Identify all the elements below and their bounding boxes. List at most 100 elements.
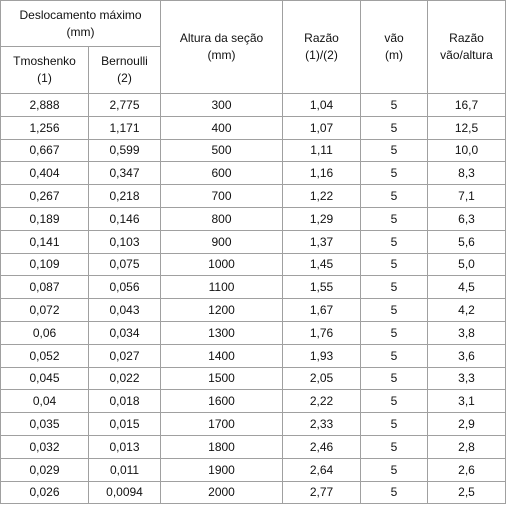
table-cell: 0,032 xyxy=(0,434,89,459)
data-row: 0,141 0,103 900 1,37 5 5,6 xyxy=(0,229,506,254)
table-cell: 0,109 xyxy=(0,252,89,277)
header-cell: Bernoulli (2) xyxy=(87,46,162,94)
header-line: (mm) xyxy=(207,48,236,62)
table-cell: 1,171 xyxy=(87,115,162,140)
table-cell: 0,267 xyxy=(0,184,89,208)
header-line: (mm) xyxy=(66,24,95,39)
header-cell: Razão (1)/(2) xyxy=(282,0,362,94)
table-cell: 1,55 xyxy=(282,275,362,300)
table-cell: 2,775 xyxy=(87,93,162,117)
table-cell: 1,04 xyxy=(282,93,362,117)
header-line: vão/altura xyxy=(440,48,493,62)
header-line: Tmoshenko xyxy=(13,54,76,68)
data-row: 0,029 0,011 1900 2,64 5 2,6 xyxy=(0,457,506,482)
table-cell: 1,11 xyxy=(282,138,362,163)
table-cell: 3,6 xyxy=(427,343,506,368)
table-cell: 5 xyxy=(360,366,429,391)
table-cell: 0,022 xyxy=(87,366,162,391)
table-cell: 300 xyxy=(160,93,284,117)
table-cell: 600 xyxy=(160,161,284,186)
table-cell: 0,06 xyxy=(0,320,89,345)
table-cell: 1300 xyxy=(160,320,284,345)
table-cell: 1,29 xyxy=(282,206,362,231)
header-line: Deslocamento máximo xyxy=(19,7,142,22)
table-cell: 10,0 xyxy=(427,138,506,163)
header-row: Tmoshenko (1) Bernoulli (2) xyxy=(0,46,506,94)
table-cell: 1900 xyxy=(160,457,284,482)
data-row: 0,026 0,0094 2000 2,77 5 2,5 xyxy=(0,480,506,505)
table-cell: 0,043 xyxy=(87,298,162,322)
table-cell: 1600 xyxy=(160,389,284,414)
data-row: 0,087 0,056 1100 1,55 5 4,5 xyxy=(0,275,506,300)
header-cell: Razão vão/altura xyxy=(427,0,506,94)
table-cell: 4,2 xyxy=(427,298,506,322)
table-cell: 1,67 xyxy=(282,298,362,322)
table-cell: 2,22 xyxy=(282,389,362,414)
table-cell: 1,256 xyxy=(0,115,89,140)
table-cell: 5 xyxy=(360,252,429,277)
data-row: 0,035 0,015 1700 2,33 5 2,9 xyxy=(0,412,506,436)
table-cell: 2000 xyxy=(160,480,284,505)
table-cell: 6,3 xyxy=(427,206,506,231)
table-cell: 0,015 xyxy=(87,412,162,436)
table-cell: 1,45 xyxy=(282,252,362,277)
table-cell: 5 xyxy=(360,184,429,208)
table-cell: 1400 xyxy=(160,343,284,368)
table-cell: 5 xyxy=(360,412,429,436)
data-row: 1,256 1,171 400 1,07 5 12,5 xyxy=(0,115,506,140)
table-cell: 1000 xyxy=(160,252,284,277)
header-line: vão xyxy=(384,31,404,45)
table-cell: 1,76 xyxy=(282,320,362,345)
header-line: Razão xyxy=(304,31,339,45)
header-line: Bernoulli xyxy=(101,54,148,68)
table-cell: 1800 xyxy=(160,434,284,459)
table-cell: 7,1 xyxy=(427,184,506,208)
table-cell: 5 xyxy=(360,275,429,300)
table-cell: 5 xyxy=(360,138,429,163)
table-cell: 3,1 xyxy=(427,389,506,414)
header-cell: Deslocamento máximo (mm) xyxy=(0,0,162,47)
table-cell: 1200 xyxy=(160,298,284,322)
data-row: 2,888 2,775 300 1,04 5 16,7 xyxy=(0,93,506,117)
data-row: 0,109 0,075 1000 1,45 5 5,0 xyxy=(0,252,506,277)
table-cell: 0,029 xyxy=(0,457,89,482)
table-cell: 2,5 xyxy=(427,480,506,505)
table-cell: 5 xyxy=(360,343,429,368)
table-cell: 2,8 xyxy=(427,434,506,459)
table-cell: 0,599 xyxy=(87,138,162,163)
table-cell: 0,072 xyxy=(0,298,89,322)
table-cell: 0,141 xyxy=(0,229,89,254)
header-cell: Tmoshenko (1) xyxy=(0,46,89,94)
table-cell: 0,052 xyxy=(0,343,89,368)
table-cell: 2,888 xyxy=(0,93,89,117)
data-row: 0,267 0,218 700 1,22 5 7,1 xyxy=(0,184,506,208)
header-cell: Altura da seção (mm) xyxy=(160,0,284,94)
data-row: 0,189 0,146 800 1,29 5 6,3 xyxy=(0,206,506,231)
data-row: 0,06 0,034 1300 1,76 5 3,8 xyxy=(0,320,506,345)
table-cell: 0,035 xyxy=(0,412,89,436)
table-cell: 1,37 xyxy=(282,229,362,254)
table-cell: 5,6 xyxy=(427,229,506,254)
table-cell: 5 xyxy=(360,298,429,322)
table-cell: 800 xyxy=(160,206,284,231)
table-cell: 0,347 xyxy=(87,161,162,186)
table-cell: 8,3 xyxy=(427,161,506,186)
table-cell: 1700 xyxy=(160,412,284,436)
data-row: 0,04 0,018 1600 2,22 5 3,1 xyxy=(0,389,506,414)
table-cell: 5 xyxy=(360,457,429,482)
table-cell: 1,16 xyxy=(282,161,362,186)
header-row: Deslocamento máximo (mm) Altura da seção (m… xyxy=(0,0,506,94)
table-cell: 5 xyxy=(360,389,429,414)
table-cell: 2,77 xyxy=(282,480,362,505)
table-cell: 4,5 xyxy=(427,275,506,300)
header-line: Altura da seção xyxy=(179,31,264,45)
table-cell: 2,64 xyxy=(282,457,362,482)
table-cell: 5,0 xyxy=(427,252,506,277)
table-cell: 5 xyxy=(360,161,429,186)
header-cell: vão (m) xyxy=(360,0,429,94)
table-cell: 0,0094 xyxy=(87,480,162,505)
table-cell: 2,05 xyxy=(282,366,362,391)
table-cell: 5 xyxy=(360,115,429,140)
